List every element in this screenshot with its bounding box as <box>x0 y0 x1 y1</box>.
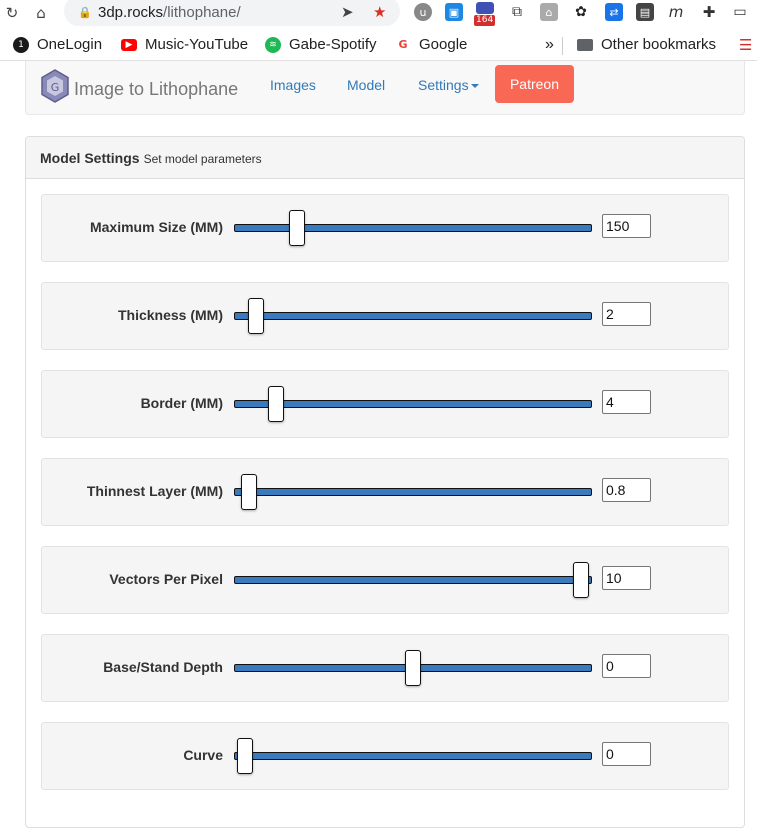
onelogin-icon: 1 <box>13 36 29 53</box>
border-slider[interactable] <box>234 400 592 408</box>
nav-model[interactable]: Model <box>347 77 386 93</box>
brand-title: Image to Lithophane <box>74 78 239 99</box>
spotify-icon: ≋ <box>265 36 281 53</box>
lock-icon[interactable]: 🔒 <box>78 6 92 19</box>
mail-extension-icon[interactable] <box>476 2 494 14</box>
border-label: Border (MM) <box>140 395 223 411</box>
puzzle-extensions-icon[interactable]: ✚ <box>702 3 716 21</box>
thinnest-layer-label: Thinnest Layer (MM) <box>86 483 223 499</box>
vectors-per-pixel-value-input[interactable]: 10 <box>602 566 651 590</box>
nav-images[interactable]: Images <box>270 77 316 93</box>
home-icon[interactable]: ⌂ <box>36 4 46 22</box>
setting-row-thinnest-layer: Thinnest Layer (MM) 0.8 <box>41 458 729 526</box>
curve-slider-thumb[interactable] <box>237 738 254 774</box>
curve-label: Curve <box>183 747 223 763</box>
vectors-per-pixel-label: Vectors Per Pixel <box>109 571 223 587</box>
thinnest-layer-slider[interactable] <box>234 488 592 496</box>
address-bar[interactable] <box>64 0 400 26</box>
browser-toolbar: ↻ ⌂ 🔒 3dp.rocks/lithophane/ ➤ ★ u ▣ 164 … <box>0 0 757 26</box>
vectors-per-pixel-slider-thumb[interactable] <box>572 562 589 598</box>
thinnest-layer-value-input[interactable]: 0.8 <box>602 478 651 502</box>
model-settings-panel: Model Settings Set model parameters Maxim… <box>25 136 745 828</box>
bookmarks-bar: 1 OneLogin ▶ Music-YouTube ≋ Gabe-Spotif… <box>0 30 757 61</box>
bookmark-music-youtube[interactable]: ▶ Music-YouTube <box>121 36 248 53</box>
panel-title: Model Settings Set model parameters <box>40 150 262 166</box>
reading-list-icon[interactable]: ☰ <box>739 36 753 54</box>
bookmarks-divider <box>562 37 563 55</box>
page-content: G Image to Lithophane Images Model Setti… <box>0 61 757 837</box>
reload-icon[interactable]: ↻ <box>5 4 19 22</box>
notification-badge: 164 <box>474 15 496 26</box>
patreon-button[interactable]: Patreon <box>495 65 574 103</box>
gnome-extension-icon[interactable]: ✿ <box>575 4 587 20</box>
border-value-input[interactable]: 4 <box>602 390 651 414</box>
caret-down-icon <box>470 84 479 89</box>
base-stand-depth-slider-thumb[interactable] <box>405 650 421 686</box>
brand[interactable]: G Image to Lithophane <box>40 69 238 103</box>
youtube-icon: ▶ <box>121 38 137 51</box>
other-bookmarks-folder[interactable]: Other bookmarks <box>577 36 716 53</box>
curve-value-input[interactable]: 0 <box>602 742 651 766</box>
thickness-value-input[interactable]: 2 <box>602 302 651 326</box>
panel-subtitle: Set model parameters <box>143 152 262 166</box>
setting-row-curve: Curve 0 <box>41 722 729 790</box>
send-tab-icon[interactable]: ➤ <box>341 3 354 21</box>
maximum-size-value-input[interactable]: 150 <box>602 214 651 238</box>
extension-icon[interactable]: ▣ <box>445 3 463 21</box>
setting-row-base-stand-depth: Base/Stand Depth 0 <box>41 634 729 702</box>
setting-row-thickness: Thickness (MM) 2 <box>41 282 729 350</box>
lithophane-logo-icon: G <box>41 69 69 103</box>
thickness-label: Thickness (MM) <box>117 307 223 323</box>
google-icon: G <box>398 38 408 51</box>
curve-slider[interactable] <box>234 752 592 760</box>
base-stand-depth-value-input[interactable]: 0 <box>602 654 651 678</box>
url-text[interactable]: 3dp.rocks/lithophane/ <box>98 4 241 21</box>
site-navbar: G Image to Lithophane Images Model Setti… <box>25 61 745 115</box>
ublock-extension-icon[interactable]: u <box>414 3 432 21</box>
maximum-size-slider-thumb[interactable] <box>288 210 305 246</box>
translate-extension-icon[interactable]: ⇄ <box>605 3 623 21</box>
folder-icon <box>577 38 593 51</box>
more-bookmarks-icon[interactable]: » <box>545 36 554 53</box>
tab-copy-extension-icon[interactable]: ⧉ <box>512 4 522 20</box>
terminal-extension-icon[interactable]: ▤ <box>636 3 654 21</box>
vectors-per-pixel-slider[interactable] <box>234 576 592 584</box>
setting-row-maximum-size: Maximum Size (MM) 150 <box>41 194 729 262</box>
maximum-size-slider[interactable] <box>234 224 592 232</box>
border-slider-thumb[interactable] <box>268 386 285 422</box>
thinnest-layer-slider-thumb[interactable] <box>240 474 257 510</box>
base-stand-depth-label: Base/Stand Depth <box>103 659 223 675</box>
ghost-extension-icon[interactable]: ⌂ <box>540 3 558 21</box>
panel-heading: Model Settings Set model parameters <box>26 137 744 179</box>
setting-row-vectors-per-pixel: Vectors Per Pixel 10 <box>41 546 729 614</box>
thickness-slider-thumb[interactable] <box>247 298 264 334</box>
nav-settings[interactable]: Settings <box>418 77 479 93</box>
bookmark-gabe-spotify[interactable]: ≋ Gabe-Spotify <box>265 36 377 53</box>
m-extension-icon[interactable]: m <box>668 3 684 21</box>
svg-text:G: G <box>51 81 60 94</box>
cast-icon[interactable]: ▭ <box>733 4 747 20</box>
setting-row-border: Border (MM) 4 <box>41 370 729 438</box>
bookmark-google[interactable]: G Google <box>395 36 467 53</box>
thickness-slider[interactable] <box>234 312 592 320</box>
bookmark-star-icon[interactable]: ★ <box>373 3 387 21</box>
maximum-size-label: Maximum Size (MM) <box>89 219 223 235</box>
bookmark-onelogin[interactable]: 1 OneLogin <box>13 36 102 53</box>
